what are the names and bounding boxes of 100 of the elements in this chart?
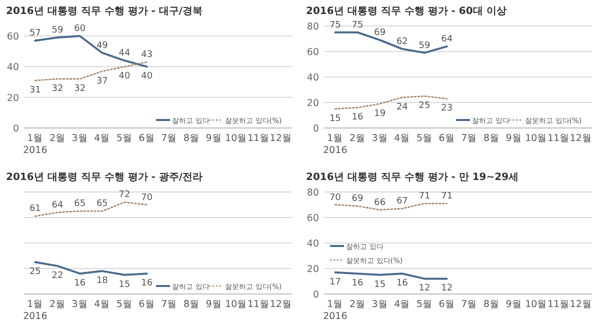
data-label: 71	[441, 191, 453, 202]
y-tick-label: 80	[306, 188, 319, 198]
data-label: 44	[118, 48, 130, 59]
data-label: 64	[52, 200, 64, 210]
x-tick-label: 5월	[416, 299, 433, 310]
x-tick-label: 8월	[183, 299, 200, 310]
y-tick-label: 0	[312, 290, 319, 300]
x-tick-label: 10월	[225, 133, 248, 144]
data-label: 32	[74, 84, 86, 94]
x-tick-label: 3월	[72, 133, 88, 144]
data-label: 23	[441, 104, 453, 114]
y-tick-label: 20	[306, 98, 319, 109]
x-tick-label: 5월	[116, 299, 133, 310]
data-label: 16	[74, 278, 86, 289]
x-tick-label: 5월	[416, 133, 433, 144]
y-tick-label: 40	[306, 238, 319, 250]
data-label: 22	[52, 270, 64, 281]
x-tick-label: 2월	[349, 133, 366, 144]
data-label: 59	[418, 40, 430, 51]
data-label: 70	[329, 192, 342, 203]
y-tick-label: 60	[306, 213, 319, 224]
data-label: 59	[52, 26, 64, 36]
data-label: 15	[118, 280, 130, 290]
x-tick-label: 4월	[94, 299, 110, 310]
data-label: 24	[396, 102, 408, 112]
data-label: 16	[352, 112, 364, 123]
x-tick-label: 2월	[49, 299, 66, 310]
x-tick-label: 12월	[270, 133, 292, 144]
data-label: 75	[329, 20, 341, 30]
data-label: 49	[96, 40, 108, 51]
x-tick-label: 6월	[138, 133, 155, 144]
x-tick-label: 12월	[570, 133, 592, 144]
data-label: 69	[352, 194, 364, 204]
data-label: 31	[29, 85, 41, 96]
y-tick-label: 60	[306, 47, 319, 58]
chart-title: 2016년 대통령 직무 수행 평가 - 대구/경북	[6, 6, 203, 17]
data-label: 16	[352, 278, 364, 289]
data-label: 40	[118, 72, 130, 82]
chart-title: 2016년 대통령 직무 수행 평가 - 만 19~29세	[306, 172, 519, 183]
x-tick-label: 11월	[247, 133, 270, 144]
x-tick-label: 6월	[438, 133, 455, 144]
x-tick-label: 7월	[461, 299, 478, 310]
x-tick-label: 4월	[94, 133, 110, 144]
x-tick-label: 7월	[161, 299, 178, 310]
x-tick-label: 10월	[525, 133, 548, 144]
y-tick-label: 60	[6, 32, 19, 42]
data-label: 40	[141, 72, 153, 82]
data-label: 18	[96, 276, 108, 286]
x-tick-label: 1월 2016	[23, 133, 48, 156]
data-label: 37	[96, 76, 108, 86]
data-label: 65	[96, 199, 108, 210]
data-label: 67	[396, 196, 408, 207]
x-tick-label: 6월	[438, 299, 455, 310]
x-tick-label: 9월	[506, 133, 522, 144]
data-label: 25	[418, 101, 430, 112]
y-tick-label: 20	[6, 92, 19, 104]
data-label: 75	[352, 20, 364, 30]
line-series	[334, 271, 448, 280]
x-tick-label: 3월	[72, 299, 88, 310]
y-tick-label: 20	[306, 264, 319, 275]
data-label: 66	[374, 198, 386, 208]
data-label: 19	[374, 108, 386, 119]
data-label: 12	[418, 284, 430, 294]
data-label: 15	[329, 114, 341, 124]
x-tick-label: 2월	[49, 133, 66, 144]
x-tick-label: 4월	[394, 299, 410, 310]
data-label: 69	[374, 28, 386, 38]
x-tick-label: 3월	[372, 299, 388, 310]
x-tick-label: 4월	[394, 133, 410, 144]
data-label: 43	[141, 50, 153, 60]
x-tick-label: 12월	[270, 299, 292, 310]
chart-title: 2016년 대통령 직무 수행 평가 - 광주/전라	[6, 172, 203, 183]
x-tick-label: 8월	[483, 133, 500, 144]
x-tick-label: 11월	[547, 133, 570, 144]
x-tick-label: 9월	[206, 133, 222, 144]
data-label: 61	[29, 204, 41, 214]
x-tick-label: 3월	[372, 133, 388, 144]
x-tick-label: 1월 2016	[323, 133, 348, 156]
x-tick-label: 5월	[116, 133, 133, 144]
x-tick-label: 7월	[161, 133, 178, 144]
chart-title: 2016년 대통령 직무 수행 평가 - 60대 이상	[306, 6, 506, 17]
data-label: 71	[418, 191, 430, 202]
data-label: 62	[396, 36, 408, 47]
data-label: 72	[118, 190, 130, 200]
x-tick-label: 10월	[225, 299, 248, 310]
y-tick-label: 40	[306, 72, 319, 84]
data-label: 60	[74, 24, 86, 34]
data-label: 17	[329, 277, 341, 288]
data-label: 16	[396, 278, 408, 289]
y-tick-label: 40	[6, 62, 19, 74]
x-tick-label: 1월 2016	[323, 299, 348, 322]
y-tick-label: 0	[12, 124, 19, 134]
y-tick-label: 0	[312, 124, 319, 134]
data-label: 65	[74, 199, 86, 210]
x-tick-label: 9월	[206, 299, 222, 310]
x-tick-label: 2월	[349, 299, 366, 310]
data-label: 57	[29, 28, 41, 39]
x-tick-label: 7월	[461, 133, 478, 144]
data-label: 25	[29, 267, 41, 278]
x-tick-label: 1월 2016	[23, 299, 48, 322]
